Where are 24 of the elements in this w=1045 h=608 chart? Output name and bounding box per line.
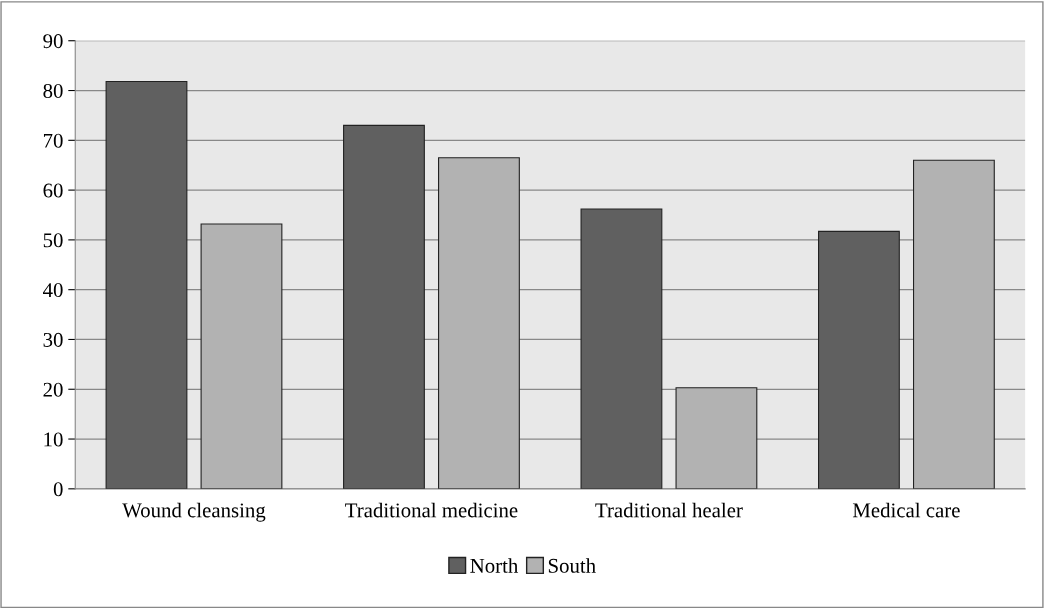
x-tick-label: Medical care bbox=[852, 502, 960, 518]
y-tick-label: 90 bbox=[43, 34, 63, 49]
x-tick-label: Wound cleansing bbox=[122, 502, 266, 522]
bar bbox=[200, 223, 283, 489]
bar bbox=[675, 387, 758, 489]
bar bbox=[438, 157, 520, 489]
bar bbox=[817, 230, 900, 489]
y-tick-label: 20 bbox=[43, 382, 63, 397]
bar bbox=[105, 81, 188, 489]
y-tick-label: 50 bbox=[43, 233, 63, 248]
y-tick-label: 10 bbox=[44, 432, 63, 447]
y-tick-label: 30 bbox=[43, 332, 63, 347]
y-tick-label: 0 bbox=[53, 482, 63, 497]
x-tick-label: Traditional healer bbox=[595, 502, 743, 518]
y-tick-label: 70 bbox=[43, 133, 63, 148]
bar bbox=[343, 124, 425, 489]
y-tick-label: 80 bbox=[43, 83, 63, 98]
bar bbox=[912, 159, 995, 489]
x-tick-label: Traditional medicine bbox=[345, 502, 518, 518]
legend-label: South bbox=[548, 558, 596, 573]
y-tick-label: 40 bbox=[43, 283, 63, 298]
legend-label: North bbox=[470, 558, 519, 573]
y-tick-label: 60 bbox=[43, 183, 63, 198]
bar bbox=[580, 208, 663, 489]
